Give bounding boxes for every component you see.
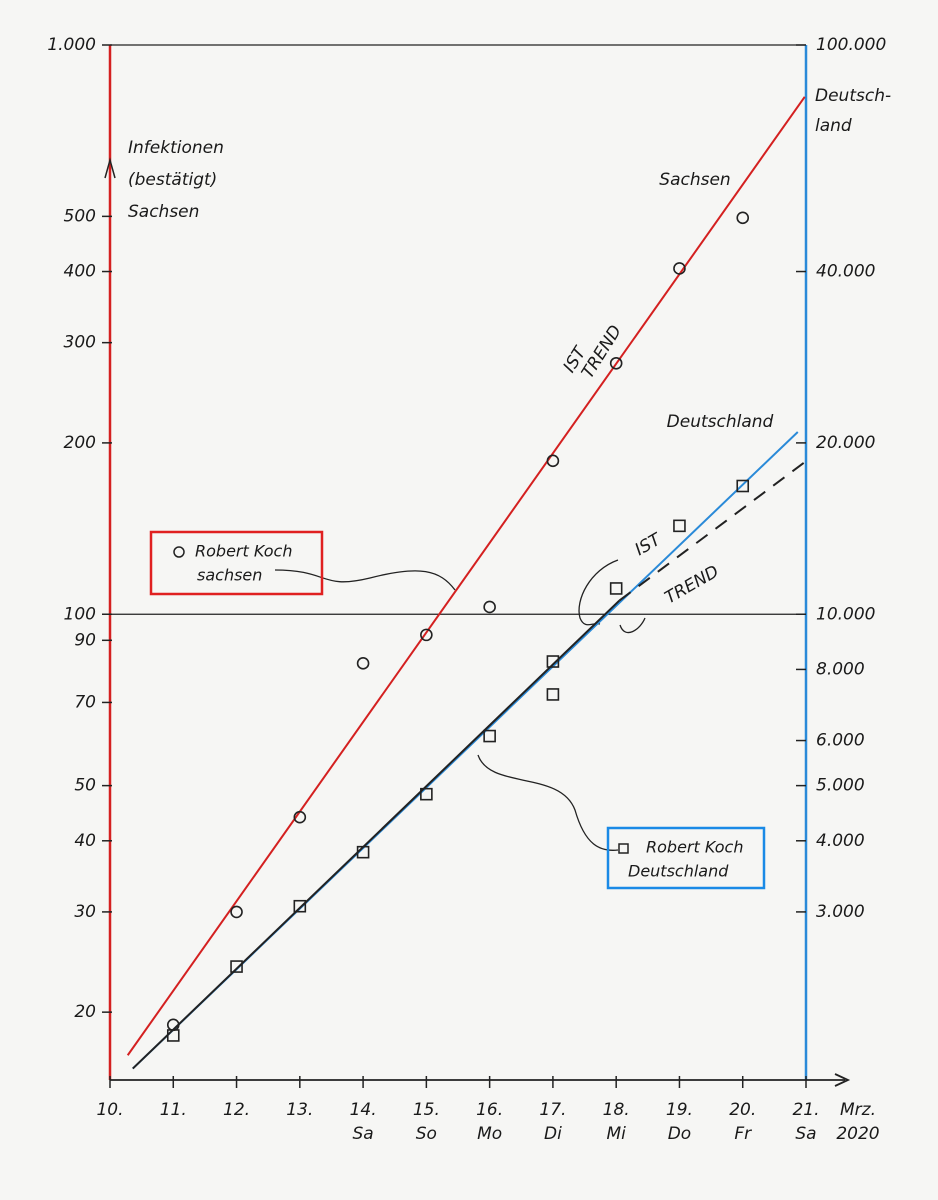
y2-tick-label: 6.000: [816, 731, 865, 751]
x-axis-arrow: [834, 1073, 851, 1087]
data-point: [546, 454, 560, 468]
x-tick-label: 13.: [286, 1100, 313, 1120]
y-tick-label: 500: [64, 206, 96, 226]
trend-line: [132, 599, 621, 1070]
x-tick-label: 14.: [350, 1100, 377, 1120]
legend-label: Robert Koch: [195, 542, 293, 561]
data-point: [483, 729, 496, 743]
weekday-label: Sa: [352, 1124, 373, 1144]
weekday-label: Fr: [734, 1124, 752, 1144]
data-point: [546, 655, 560, 668]
legend-label: sachsen: [197, 566, 262, 585]
data-point: [356, 845, 370, 859]
y-axis-label: Infektionen: [128, 138, 224, 158]
y-tick-label: 70: [74, 692, 96, 712]
data-point: [736, 479, 750, 493]
x-tick-label: 19.: [666, 1100, 693, 1120]
y-tick-label: 90: [74, 630, 96, 650]
y2-axis-label: land: [815, 116, 852, 136]
y-tick-label: 40: [74, 831, 96, 851]
weekday-label: Mo: [477, 1124, 502, 1144]
y-tick-label: 1.000: [47, 35, 96, 55]
leader-line: [274, 569, 456, 591]
weekday-label: Mi: [606, 1124, 626, 1144]
y-axis-label: (bestätigt): [128, 170, 217, 190]
data-point: [356, 657, 370, 670]
y-tick-label: 200: [64, 433, 96, 453]
y-tick-label: 20: [74, 1002, 96, 1022]
y2-tick-label: 8.000: [816, 659, 865, 679]
legend-marker: [618, 843, 629, 854]
annotation: Sachsen: [659, 170, 730, 190]
x-tick-label: 12.: [223, 1100, 250, 1120]
data-point: [230, 960, 243, 973]
y2-tick-label: 100.000: [816, 35, 886, 55]
data-point: [546, 688, 560, 701]
data-point: [609, 582, 623, 595]
x-unit-label: 2020: [836, 1124, 879, 1144]
x-tick-label: 15.: [413, 1100, 440, 1120]
x-tick-label: 21.: [792, 1100, 819, 1120]
data-point: [293, 899, 307, 913]
legend-label: Deutschland: [628, 862, 729, 881]
weekday-label: Sa: [795, 1124, 816, 1144]
y2-axis-label: Deutsch-: [815, 86, 891, 106]
x-tick-label: 16.: [476, 1100, 503, 1120]
data-point: [609, 356, 623, 370]
y-tick-label: 400: [64, 262, 96, 282]
x-tick-label: 10.: [96, 1100, 123, 1120]
weekday-label: Do: [668, 1124, 692, 1144]
data-point: [736, 211, 750, 225]
y-tick-label: 50: [74, 776, 96, 796]
leader-line: [477, 754, 619, 851]
y2-tick-label: 10.000: [816, 604, 875, 624]
y2-tick-label: 40.000: [816, 262, 875, 282]
y-axis-arrow: [104, 157, 116, 179]
data-point: [420, 787, 433, 801]
y-tick-label: 100: [64, 604, 96, 624]
y-axis-label: Sachsen: [128, 202, 199, 222]
y2-tick-label: 3.000: [816, 902, 865, 922]
weekday-label: So: [416, 1124, 437, 1144]
data-point: [230, 905, 243, 919]
data-point: [673, 519, 686, 533]
data-point: [483, 600, 496, 614]
y-tick-label: 30: [74, 902, 96, 922]
x-tick-label: 11.: [160, 1100, 187, 1120]
y2-tick-label: 20.000: [816, 433, 875, 453]
legend-box: [149, 530, 324, 596]
y-tick-label: 300: [64, 333, 96, 353]
legend-box: [606, 826, 766, 890]
trend-line: [126, 96, 806, 1056]
bracket: [619, 617, 646, 634]
y2-tick-label: 5.000: [816, 776, 865, 796]
data-point: [166, 1029, 180, 1042]
y2-tick-label: 4.000: [816, 831, 865, 851]
x-unit-label: Mrz.: [840, 1100, 876, 1120]
weekday-label: Di: [544, 1124, 562, 1144]
bracket: [578, 559, 619, 626]
legend-label: Robert Koch: [646, 838, 744, 857]
data-point: [293, 810, 307, 824]
trend-line: [618, 461, 806, 602]
data-point: [420, 628, 433, 642]
x-tick-label: 18.: [603, 1100, 630, 1120]
legend-marker: [173, 546, 185, 558]
annotation: Deutschland: [667, 412, 774, 432]
x-tick-label: 17.: [539, 1100, 566, 1120]
x-tick-label: 20.: [729, 1100, 756, 1120]
data-point: [673, 262, 686, 275]
